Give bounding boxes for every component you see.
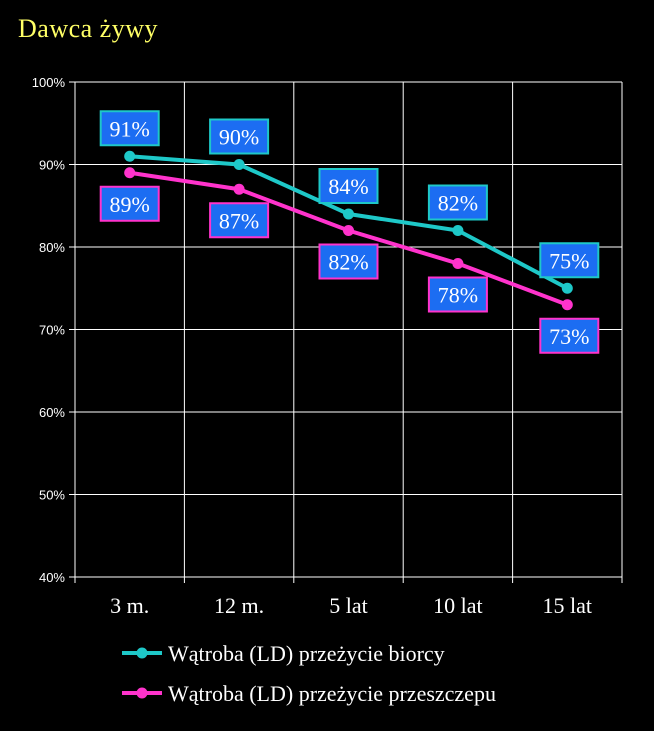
legend-item-2: Wątroba (LD) przeżycie przeszczepu [122,681,496,706]
grid [69,81,623,583]
data-point [343,225,354,236]
data-label-text: 75% [549,248,589,273]
y-tick-label: 80% [39,240,65,255]
y-tick-label: 40% [39,570,65,585]
data-point [124,150,136,162]
x-tick-label: 15 lat [543,593,593,618]
data-point [561,299,573,311]
legend-label: Wątroba (LD) przeżycie biorcy [168,641,445,666]
data-point [343,208,354,220]
data-label: 82% [318,243,379,280]
legend-marker [136,647,148,659]
x-tick-label: 3 m. [110,593,149,618]
data-point [561,282,573,294]
data-label-box [209,202,270,239]
data-label-box [99,185,160,222]
data-label: 87% [209,202,270,239]
data-label-text: 82% [438,191,478,216]
data-label: 78% [427,276,488,313]
data-label-box [318,243,379,280]
data-label: 89% [99,185,160,222]
series-lines [124,150,573,311]
x-tick-label: 10 lat [433,593,483,618]
data-label-box [539,242,600,279]
legend: Wątroba (LD) przeżycie biorcy Wątroba (LD… [122,641,496,706]
data-label-box [427,184,488,221]
data-point [233,159,245,170]
x-tick-label: 5 lat [329,593,368,618]
legend-marker [136,687,148,699]
y-tick-label: 50% [39,488,65,503]
legend-label: Wątroba (LD) przeżycie przeszczepu [168,681,496,706]
y-tick-label: 100% [32,75,66,90]
x-tick-label: 12 m. [214,593,264,618]
data-label-text: 84% [328,174,368,199]
y-tick-label: 90% [39,158,65,173]
data-label-text: 73% [549,324,589,349]
y-tick-label: 70% [39,323,65,338]
chart-title: Dawca żywy [18,14,158,43]
legend-item-1: Wątroba (LD) przeżycie biorcy [122,641,445,666]
data-label-text: 90% [219,125,259,150]
data-label: 75% [539,242,600,279]
data-label-text: 82% [328,250,368,275]
data-label: 73% [539,317,600,354]
data-label: 82% [427,184,488,221]
x-axis-ticks: 3 m. 12 m. 5 lat 10 lat 15 lat [110,593,592,618]
data-label-box [209,118,270,155]
data-point [452,258,464,269]
data-label-text: 87% [219,208,259,233]
data-label-text: 91% [110,116,150,141]
data-labels: 91% 90% 84% 82% 75% 89% 87% 82% 78% 73% [99,110,600,354]
y-tick-label: 60% [39,405,65,420]
data-label-box [99,110,160,147]
data-label: 84% [318,168,379,204]
data-label-text: 78% [438,283,478,308]
data-label-text: 89% [110,192,150,217]
data-label-box [318,168,379,204]
data-label: 91% [99,110,160,147]
data-label-box [427,276,488,313]
data-point [452,225,464,236]
data-point [124,167,136,179]
data-label: 90% [209,118,270,155]
y-axis-ticks: 40% 50% 60% 70% 80% 90% 100% [32,75,66,585]
data-point [233,183,245,195]
data-label-box [539,317,600,354]
